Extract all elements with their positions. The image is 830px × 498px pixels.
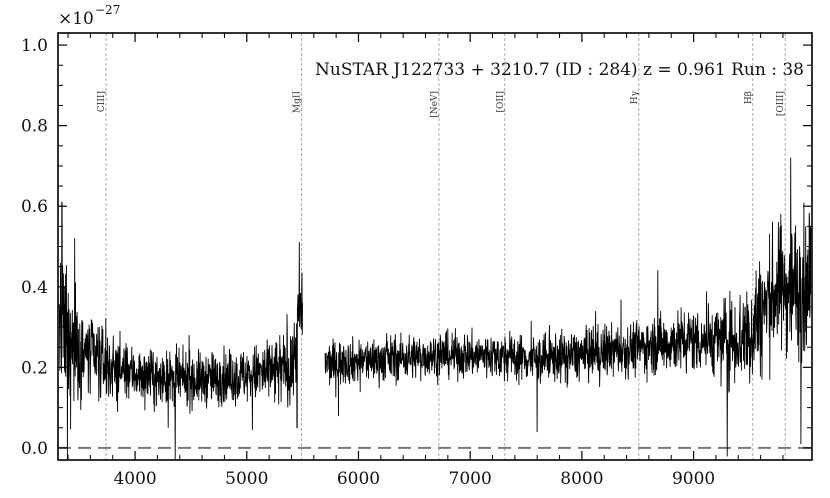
y-multiplier-label: ×10 (58, 9, 94, 29)
emission-line-label: Hβ (744, 91, 754, 104)
emission-line-label: [NeV] (430, 91, 440, 118)
spectrum-series-line (58, 157, 812, 461)
x-tick-label: 7000 (449, 469, 492, 489)
y-tick-label: 0.0 (21, 439, 48, 459)
emission-line-label: CIII] (97, 91, 107, 112)
emission-line-label: [OII] (496, 91, 506, 113)
x-tick-label: 5000 (225, 469, 268, 489)
y-tick-label: 1.0 (21, 36, 48, 56)
axis-ticks: 4000 5000 6000 7000 8000 9000 0.0 0.2 0.4 0.6 0.8 1… (21, 33, 812, 489)
y-tick-label: 0.4 (21, 278, 48, 298)
y-multiplier-exponent: −27 (95, 3, 120, 17)
emission-line-label: Hγ (630, 91, 640, 104)
y-tick-label: 0.2 (21, 358, 48, 378)
y-tick-label: 0.6 (21, 197, 48, 217)
emission-line-label: MgII (293, 91, 303, 114)
x-tick-label: 6000 (337, 469, 380, 489)
x-tick-label: 9000 (672, 469, 715, 489)
emission-line-label: [OIII] (776, 91, 786, 116)
emission-line-markers: CIII] MgII [NeV] [OII] Hγ Hβ [OIII] (97, 33, 786, 460)
y-tick-label: 0.8 (21, 117, 48, 137)
chart-title: NuSTAR J122733 + 3210.7 (ID : 284) z = 0… (315, 60, 804, 80)
x-tick-label: 4000 (113, 469, 156, 489)
x-tick-label: 8000 (560, 469, 603, 489)
